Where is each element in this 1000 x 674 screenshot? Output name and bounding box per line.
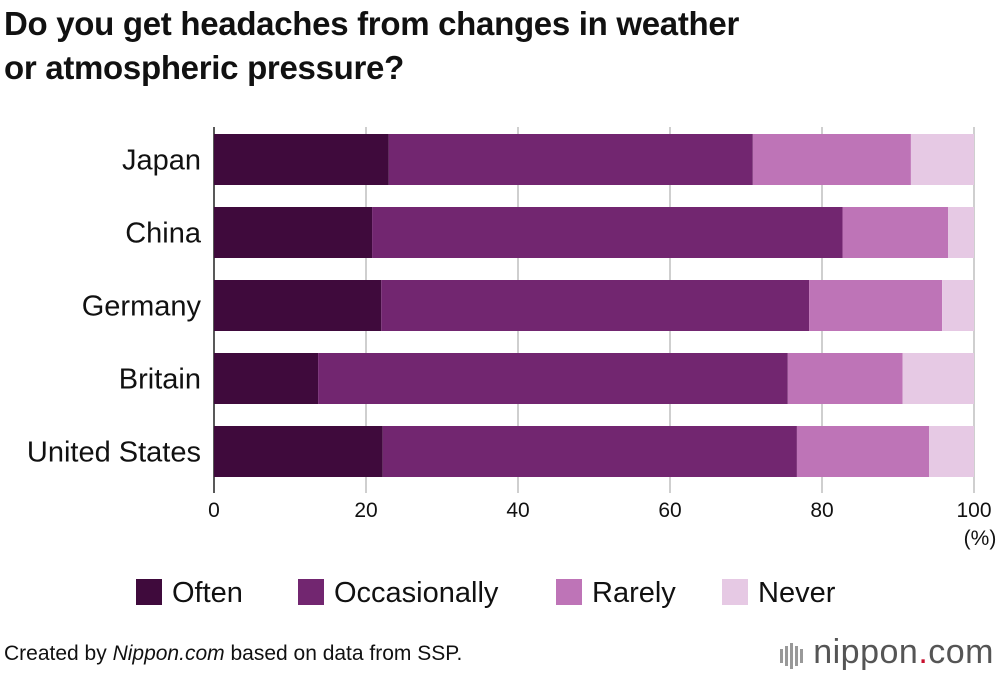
bar-united-states-never [929, 426, 974, 477]
category-label-japan: Japan [122, 145, 201, 177]
bar-china-occasionally [372, 207, 843, 258]
category-label-united-states: United States [27, 437, 201, 469]
legend-swatch-occasionally [298, 579, 324, 605]
x-tick-label-0: 0 [208, 499, 220, 522]
source-prefix: Created by [4, 642, 113, 665]
bars [214, 134, 974, 477]
bar-japan-often [214, 134, 389, 185]
legend-label-rarely: Rarely [592, 577, 676, 609]
x-tick-label-60: 60 [658, 499, 681, 522]
bar-united-states-rarely [796, 426, 930, 477]
source-credit: Created by Nippon.com based on data from… [4, 642, 462, 666]
bar-japan-rarely [752, 134, 911, 185]
bar-united-states-often [214, 426, 383, 477]
bar-britain-never [902, 353, 974, 404]
x-tick-label-100: 100 [956, 499, 991, 522]
bar-germany-often [214, 280, 382, 331]
legend-swatch-rarely [556, 579, 582, 605]
bar-germany-occasionally [381, 280, 810, 331]
bar-china-often [214, 207, 373, 258]
chart-title: Do you get headaches from changes in wea… [4, 2, 984, 90]
bar-germany-never [942, 280, 974, 331]
legend-swatch-often [136, 579, 162, 605]
bar-britain-rarely [787, 353, 903, 404]
category-label-germany: Germany [82, 291, 202, 323]
legend-label-often: Often [172, 577, 243, 609]
logo-tld: com [928, 633, 994, 671]
x-tick-label-40: 40 [506, 499, 529, 522]
nippon-logo: nippon.com [780, 633, 994, 674]
x-tick-labels: 0 20 40 60 80 100 [208, 499, 991, 522]
bar-china-never [948, 207, 974, 258]
bar-united-states-occasionally [382, 426, 797, 477]
bar-britain-often [214, 353, 319, 404]
category-label-britain: Britain [119, 364, 201, 396]
chart-title-line-1: Do you get headaches from changes in wea… [4, 5, 739, 42]
x-axis-unit: (%) [964, 527, 997, 550]
category-labels: Japan China Germany Britain United States [27, 145, 202, 469]
source-name: Nippon.com [112, 642, 225, 665]
legend: Often Occasionally Rarely Never [136, 577, 836, 609]
bar-china-rarely [842, 207, 949, 258]
logo-name: nippon [813, 633, 919, 671]
x-tick-label-80: 80 [810, 499, 833, 522]
source-suffix: based on data from SSP. [224, 642, 463, 665]
legend-swatch-never [722, 579, 748, 605]
chart-title-line-2: or atmospheric pressure? [4, 49, 404, 86]
legend-label-occasionally: Occasionally [334, 577, 499, 609]
bar-japan-occasionally [388, 134, 753, 185]
bar-germany-rarely [809, 280, 943, 331]
x-tick-label-20: 20 [354, 499, 377, 522]
category-label-china: China [125, 218, 202, 250]
bar-britain-occasionally [318, 353, 788, 404]
legend-label-never: Never [758, 577, 836, 609]
logo-dot: . [918, 633, 929, 671]
bar-japan-never [910, 134, 974, 185]
logo-bars-icon [780, 635, 805, 674]
